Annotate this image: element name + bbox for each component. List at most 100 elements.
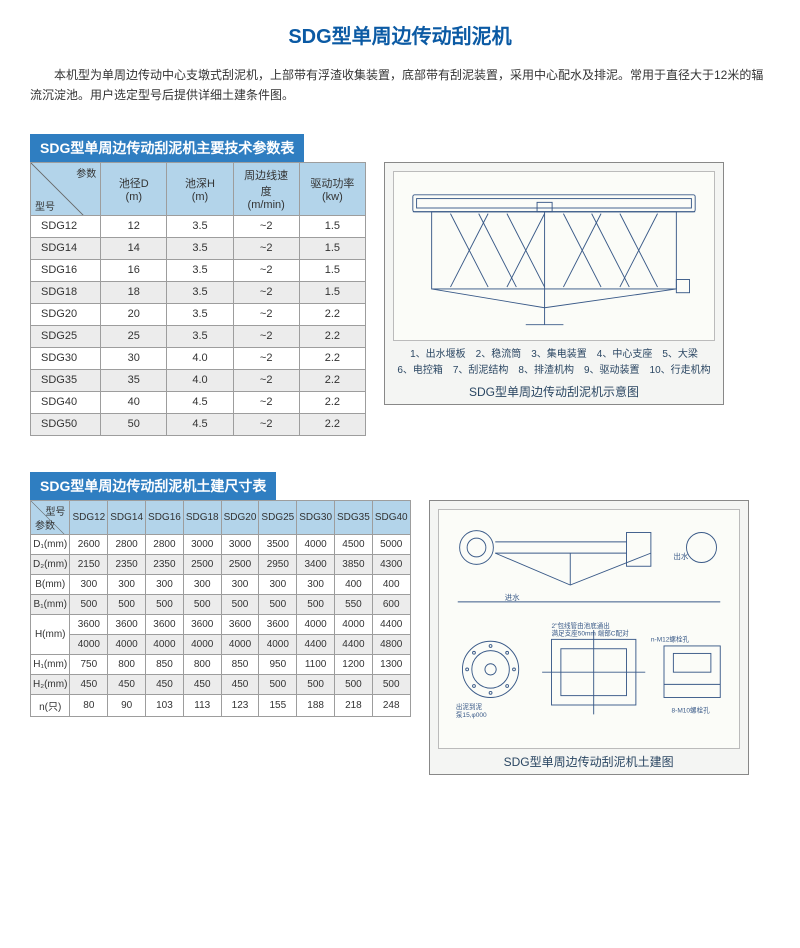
dim-cell: 1200	[335, 654, 373, 674]
model-cell: SDG14	[31, 237, 101, 259]
dim-cell: 4000	[183, 634, 221, 654]
dim-cell: 3500	[259, 534, 297, 554]
h-cell: 4.5	[167, 391, 233, 413]
p-cell: 2.2	[299, 413, 365, 435]
model-cell: SDG40	[31, 391, 101, 413]
v-cell: ~2	[233, 347, 299, 369]
figure-1-caption: SDG型单周边传动刮泥机示意图	[393, 383, 715, 400]
dim-cell: 1100	[297, 654, 335, 674]
h-cell: 3.5	[167, 303, 233, 325]
dim-cell: 950	[259, 654, 297, 674]
dim-cell: 123	[221, 694, 259, 716]
dim-cell: 800	[108, 654, 146, 674]
svg-text:2"包线管由池底通出: 2"包线管由池底通出	[551, 621, 609, 630]
diag-bot-2: 参数	[35, 517, 55, 532]
param-label: B₁(mm)	[31, 594, 70, 614]
v-cell: ~2	[233, 325, 299, 347]
dim-cell: 2500	[183, 554, 221, 574]
d-cell: 35	[101, 369, 167, 391]
figure-2-caption: SDG型单周边传动刮泥机土建图	[438, 753, 740, 770]
dim-cell: 4000	[297, 534, 335, 554]
svg-text:满足支座50mm 端部C配对: 满足支座50mm 端部C配对	[551, 628, 629, 637]
h-cell: 4.0	[167, 347, 233, 369]
dim-col: SDG20	[221, 500, 259, 534]
dim-cell: 3600	[259, 614, 297, 634]
col-h: 池深H (m)	[167, 162, 233, 215]
dim-cell: 500	[146, 594, 184, 614]
diag-top-1: 参数	[76, 165, 96, 180]
dim-cell: 450	[221, 674, 259, 694]
dim-cell: 2150	[70, 554, 108, 574]
dim-cell: 450	[183, 674, 221, 694]
d-cell: 16	[101, 259, 167, 281]
dim-cell: 188	[297, 694, 335, 716]
model-cell: SDG50	[31, 413, 101, 435]
dim-cell: 550	[335, 594, 373, 614]
section-bar-1: SDG型单周边传动刮泥机主要技术参数表	[30, 134, 304, 162]
dim-cell: 500	[70, 594, 108, 614]
dim-cell: 4000	[259, 634, 297, 654]
dim-cell: 4000	[221, 634, 259, 654]
p-cell: 2.2	[299, 347, 365, 369]
dim-cell: 450	[108, 674, 146, 694]
figure-1-drawing	[393, 171, 715, 341]
dim-cell: 300	[221, 574, 259, 594]
dim-cell: 3000	[221, 534, 259, 554]
dim-cell: 2950	[259, 554, 297, 574]
dim-cell: 3600	[183, 614, 221, 634]
svg-text:进水: 进水	[504, 592, 519, 602]
h-cell: 3.5	[167, 215, 233, 237]
dim-cell: 600	[372, 594, 410, 614]
dim-col: SDG16	[146, 500, 184, 534]
dim-cell: 2500	[221, 554, 259, 574]
svg-text:n-M12螺栓孔: n-M12螺栓孔	[650, 634, 689, 643]
p-cell: 1.5	[299, 237, 365, 259]
d-cell: 14	[101, 237, 167, 259]
dim-cell: 450	[146, 674, 184, 694]
param-label: D₂(mm)	[31, 554, 70, 574]
dim-cell: 500	[372, 674, 410, 694]
dim-cell: 300	[297, 574, 335, 594]
v-cell: ~2	[233, 237, 299, 259]
dim-col: SDG14	[108, 500, 146, 534]
dim-cell: 2350	[108, 554, 146, 574]
model-cell: SDG35	[31, 369, 101, 391]
dim-cell: 3850	[335, 554, 373, 574]
dim-cell: 400	[335, 574, 373, 594]
figure-2: 进水 出水	[429, 500, 749, 775]
dim-cell: 750	[70, 654, 108, 674]
svg-text:泵15,φ000: 泵15,φ000	[455, 711, 486, 719]
p-cell: 1.5	[299, 259, 365, 281]
model-cell: SDG20	[31, 303, 101, 325]
dim-cell: 4000	[335, 614, 373, 634]
v-cell: ~2	[233, 391, 299, 413]
section-params: SDG型单周边传动刮泥机主要技术参数表 参数 型号 池径D (m) 池深H (m…	[30, 134, 770, 436]
page-title: SDG型单周边传动刮泥机	[30, 20, 770, 49]
p-cell: 2.2	[299, 325, 365, 347]
dim-cell: 2800	[146, 534, 184, 554]
diag-top-2: 型号	[45, 503, 65, 518]
dim-cell: 500	[259, 674, 297, 694]
dim-col: SDG25	[259, 500, 297, 534]
dim-cell: 300	[108, 574, 146, 594]
dim-cell: 300	[259, 574, 297, 594]
dim-col: SDG40	[372, 500, 410, 534]
dim-cell: 300	[183, 574, 221, 594]
figure-1: 1、出水堰板 2、稳流筒 3、集电装置 4、中心支座 5、大梁 6、电控箱 7、…	[384, 162, 724, 405]
dim-cell: 4000	[297, 614, 335, 634]
model-cell: SDG30	[31, 347, 101, 369]
dim-cell: 3600	[146, 614, 184, 634]
dim-cell: 1300	[372, 654, 410, 674]
figure-2-drawing: 进水 出水	[438, 509, 740, 749]
dim-cell: 5000	[372, 534, 410, 554]
dims-table: 型号 参数 SDG12SDG14SDG16SDG18SDG20SDG25SDG3…	[30, 500, 411, 717]
dim-cell: 400	[372, 574, 410, 594]
dim-cell: 4400	[335, 634, 373, 654]
dim-cell: 218	[335, 694, 373, 716]
d-cell: 12	[101, 215, 167, 237]
param-label: H₂(mm)	[31, 674, 70, 694]
param-label: H₁(mm)	[31, 654, 70, 674]
dim-cell: 4000	[146, 634, 184, 654]
dim-cell: 4500	[335, 534, 373, 554]
dim-cell: 500	[259, 594, 297, 614]
